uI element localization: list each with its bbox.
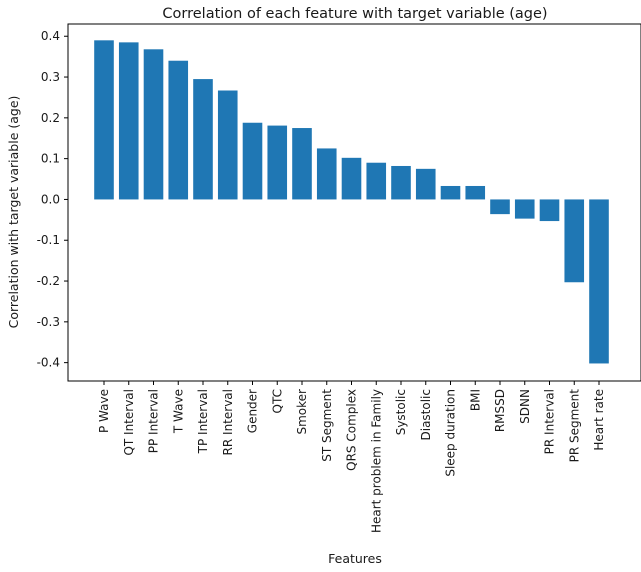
x-tick-label-8: Smoker xyxy=(295,389,309,435)
bar-3 xyxy=(168,60,189,200)
x-tick-label-16: RMSSD xyxy=(493,389,507,432)
y-axis-label: Correlation with target variable (age) xyxy=(6,96,21,329)
x-tick-label-13: Diastolic xyxy=(419,389,433,441)
x-tick-label-15: BMI xyxy=(468,389,482,411)
bar-12 xyxy=(391,165,411,200)
y-tick-label-5: -0.1 xyxy=(37,233,60,247)
y-tick-label-4: 0.0 xyxy=(41,192,60,206)
x-tick-label-7: QTC xyxy=(270,389,284,413)
x-tick-label-0: P Wave xyxy=(97,389,111,433)
bar-5 xyxy=(217,90,238,200)
bar-0 xyxy=(94,40,114,200)
x-tick-label-17: SDNN xyxy=(518,389,532,424)
bar-2 xyxy=(143,49,164,200)
x-tick-label-10: QRS Complex xyxy=(345,389,359,471)
bar-17 xyxy=(514,199,535,219)
x-axis: P Wave QT Interval PP Interval T Wave TP Int… xyxy=(97,381,606,533)
bar-4 xyxy=(193,79,213,200)
x-axis-label: Features xyxy=(328,551,382,566)
x-tick-label-20: Heart rate xyxy=(592,389,606,451)
x-tick-label-18: PR Interval xyxy=(543,389,557,454)
bar-9 xyxy=(316,148,337,200)
bar-16 xyxy=(490,199,510,215)
bar-19 xyxy=(564,199,585,283)
bar-7 xyxy=(267,125,288,200)
y-axis: 0.4 0.3 0.2 0.1 0.0 -0.1 -0.2 -0.3 -0.4 xyxy=(37,29,68,370)
bars-group xyxy=(94,40,609,364)
x-tick-label-12: Systolic xyxy=(394,389,408,435)
y-tick-label-2: 0.2 xyxy=(41,111,60,125)
bar-14 xyxy=(440,185,461,200)
x-tick-label-14: Sleep duration xyxy=(444,389,458,477)
x-tick-label-2: PP Interval xyxy=(147,389,161,453)
x-tick-label-5: RR Interval xyxy=(221,389,235,455)
x-tick-label-11: Heart problem in Family xyxy=(369,389,383,533)
bar-6 xyxy=(242,122,263,200)
bar-1 xyxy=(118,42,139,200)
x-tick-label-9: ST Segment xyxy=(320,389,334,462)
y-tick-label-1: 0.3 xyxy=(41,70,60,84)
chart-title: Correlation of each feature with target … xyxy=(162,6,547,22)
bar-15 xyxy=(465,185,486,200)
bar-13 xyxy=(415,168,436,200)
y-tick-label-7: -0.3 xyxy=(37,315,60,329)
y-tick-label-8: -0.4 xyxy=(37,356,60,370)
x-tick-label-19: PR Segment xyxy=(567,389,581,463)
y-tick-label-0: 0.4 xyxy=(41,29,60,43)
plot-frame xyxy=(67,23,641,382)
y-tick-label-6: -0.2 xyxy=(37,274,60,288)
x-tick-label-4: TP Interval xyxy=(196,389,210,454)
y-tick-label-3: 0.1 xyxy=(41,152,60,166)
bar-18 xyxy=(539,199,560,222)
x-tick-label-6: Gender xyxy=(246,389,260,433)
bar-20 xyxy=(589,199,609,364)
x-tick-label-3: T Wave xyxy=(171,389,185,434)
bar-10 xyxy=(341,157,362,200)
x-tick-label-1: QT Interval xyxy=(122,389,136,456)
bar-11 xyxy=(366,162,387,200)
bar-8 xyxy=(292,128,312,200)
